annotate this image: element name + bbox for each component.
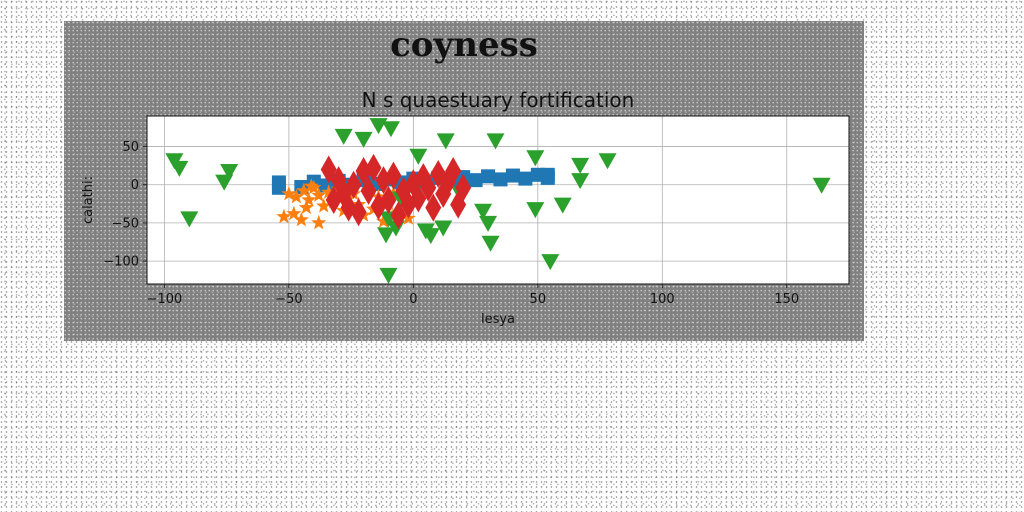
- data-point-green-triangle: [334, 128, 353, 145]
- data-point-red-diamond: [345, 170, 362, 199]
- data-point-blue: [468, 173, 483, 188]
- data-point-red-diamond: [365, 153, 382, 182]
- data-point-green-triangle: [474, 203, 493, 220]
- data-point-orange-star: [286, 205, 302, 221]
- data-point-green-triangle: [381, 121, 400, 138]
- data-point-red-diamond: [410, 184, 427, 213]
- data-point-orange-star: [281, 185, 297, 201]
- data-point-blue: [540, 167, 555, 182]
- data-point-green-triangle: [434, 220, 453, 237]
- data-point-green-triangle: [409, 148, 428, 165]
- data-point-green-triangle: [220, 163, 239, 180]
- data-point-orange-star: [311, 214, 327, 230]
- data-point-red-diamond: [350, 198, 367, 227]
- x-axis-label: lesya: [481, 312, 515, 327]
- data-point-blue: [481, 169, 496, 184]
- data-point-green-triangle: [553, 197, 572, 214]
- data-point-green-triangle: [486, 133, 505, 150]
- x-tick-label: −50: [275, 292, 302, 307]
- data-point-green-triangle: [571, 157, 590, 174]
- data-point-orange-star: [311, 187, 327, 202]
- data-point-red-diamond: [380, 186, 397, 214]
- figure-panel: −100 −50 0 50 100 150 50 0 −50 −100 coyness N s qua…: [64, 21, 864, 341]
- data-point-red-diamond: [390, 201, 407, 230]
- data-point-green-triangle: [812, 177, 831, 194]
- data-point-green-triangle: [421, 228, 440, 245]
- data-point-blue: [271, 175, 286, 190]
- data-point-green-triangle: [481, 235, 500, 252]
- data-point-orange-star: [288, 188, 304, 204]
- data-point-red-diamond: [360, 176, 377, 205]
- data-point-orange-star: [316, 198, 332, 213]
- data-point-green-triangle: [170, 160, 189, 177]
- data-point-orange-star: [298, 199, 314, 215]
- data-point-orange-star: [303, 178, 319, 193]
- data-point-green-triangle: [526, 150, 545, 167]
- data-point-green-triangle: [479, 215, 498, 232]
- y-tick-label: −50: [112, 216, 139, 231]
- y-tick-label: −100: [103, 255, 139, 270]
- scatter-chart: −100 −50 0 50 100 150 50 0 −50 −100 coyness N s qua…: [81, 25, 850, 327]
- y-axis-label: calathi:: [81, 176, 96, 224]
- x-tick-label: −100: [147, 292, 183, 307]
- x-tick-label: 150: [774, 292, 799, 307]
- data-point-green-triangle: [376, 227, 395, 244]
- data-point-orange-star: [321, 184, 337, 199]
- x-tick-label: 100: [650, 292, 675, 307]
- data-point-green-triangle: [526, 202, 545, 219]
- data-point-green-triangle: [436, 133, 455, 150]
- data-point-orange-star: [276, 208, 292, 224]
- data-point-orange-star: [296, 182, 312, 198]
- data-point-green-triangle: [571, 173, 590, 190]
- x-tick-label: 50: [530, 292, 547, 307]
- data-point-green-triangle: [180, 211, 199, 228]
- data-point-blue: [518, 171, 533, 186]
- y-tick-label: 50: [122, 140, 139, 155]
- data-point-red-diamond: [320, 155, 337, 184]
- chart-title: N s quaestuary fortification: [362, 88, 635, 112]
- data-point-green-triangle: [598, 153, 617, 170]
- data-point-red-diamond: [385, 161, 402, 190]
- chart-suptitle: coyness: [390, 25, 538, 65]
- data-point-red-diamond: [420, 173, 437, 202]
- data-point-red-diamond: [445, 156, 462, 185]
- data-point-green-triangle: [379, 267, 398, 284]
- data-point-green-triangle: [354, 131, 373, 148]
- data-point-blue: [505, 168, 520, 183]
- data-point-green-triangle: [541, 254, 560, 271]
- data-point-red-diamond: [355, 156, 372, 185]
- y-tick-label: 0: [131, 178, 139, 193]
- data-point-orange-star: [301, 192, 317, 207]
- x-tick-label: 0: [409, 292, 417, 307]
- data-point-orange-star: [375, 213, 392, 228]
- data-point-orange-star: [293, 211, 309, 227]
- plot-frame: [146, 115, 850, 285]
- data-point-blue: [493, 172, 508, 187]
- data-point-red-diamond: [455, 173, 472, 202]
- data-point-red-diamond: [425, 193, 442, 222]
